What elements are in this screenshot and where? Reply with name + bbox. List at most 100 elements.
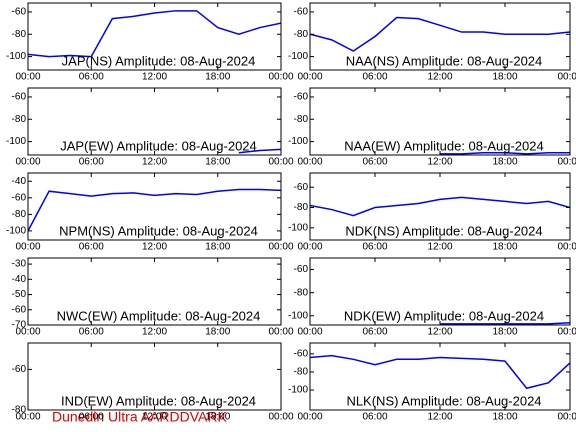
y-tick-label: -80 xyxy=(294,202,309,213)
x-tick-label: 18:00 xyxy=(205,157,230,168)
x-tick-label: 00:00 xyxy=(297,72,322,83)
x-tick-label: 12:00 xyxy=(142,72,167,83)
panel-title: NAA(NS) Amplitude: 08-Aug-2024 xyxy=(346,53,543,68)
plot xyxy=(28,188,281,232)
plot xyxy=(238,148,281,154)
x-tick-label: 00:00 xyxy=(15,242,40,253)
panel-title: NWC(EW) Amplitude: 08-Aug-2024 xyxy=(57,308,261,323)
x-tick-label: 00:00 xyxy=(268,157,293,168)
x-tick-label: 12:00 xyxy=(427,412,452,423)
x-tick-label: 18:00 xyxy=(205,242,230,253)
x-tick-label: 18:00 xyxy=(492,72,517,83)
x-tick-label: 18:00 xyxy=(205,327,230,338)
x-tick-label: 12:00 xyxy=(142,412,167,423)
y-tick-label: -80 xyxy=(12,405,27,416)
y-tick-label: -80 xyxy=(12,209,27,220)
x-tick-label: 00:00 xyxy=(557,412,576,423)
x-tick-label: 00:00 xyxy=(15,412,40,423)
y-tick-label: -60 xyxy=(294,92,309,103)
y-tick-label: -100 xyxy=(6,136,26,147)
x-tick-label: 00:00 xyxy=(268,327,293,338)
y-tick-label: -100 xyxy=(288,310,308,321)
y-tick-label: -60 xyxy=(294,7,309,18)
x-tick-label: 00:00 xyxy=(15,72,40,83)
y-tick-label: -40 xyxy=(12,274,27,285)
x-tick-label: 00:00 xyxy=(297,327,322,338)
x-tick-label: 18:00 xyxy=(492,157,517,168)
y-tick-label: -100 xyxy=(6,226,26,237)
y-tick-label: -100 xyxy=(6,51,26,62)
x-tick-label: 00:00 xyxy=(268,242,293,253)
y-tick-label: -80 xyxy=(294,114,309,125)
panel-title: NPM(NS) Amplitude: 08-Aug-2024 xyxy=(59,223,258,238)
x-tick-label: 00:00 xyxy=(297,412,322,423)
x-tick-label: 12:00 xyxy=(427,72,452,83)
x-tick-label: 00:00 xyxy=(15,327,40,338)
plot xyxy=(310,16,570,52)
x-tick-label: 00:00 xyxy=(557,72,576,83)
x-tick-label: 18:00 xyxy=(205,412,230,423)
y-tick-label: -100 xyxy=(288,51,308,62)
data-line xyxy=(28,188,281,232)
x-tick-label: 18:00 xyxy=(492,412,517,423)
x-tick-label: 06:00 xyxy=(79,72,104,83)
panel-title: JAP(EW) Amplitude: 08-Aug-2024 xyxy=(60,138,257,153)
y-tick-label: -100 xyxy=(288,385,308,396)
y-tick-label: -60 xyxy=(294,264,309,275)
x-tick-label: 00:00 xyxy=(268,412,293,423)
plot xyxy=(310,354,570,390)
plot xyxy=(28,10,281,58)
y-tick-label: -30 xyxy=(12,259,27,270)
x-tick-label: 06:00 xyxy=(362,72,387,83)
plot xyxy=(310,196,570,217)
y-tick-label: -60 xyxy=(294,182,309,193)
x-tick-label: 18:00 xyxy=(205,72,230,83)
x-tick-label: 06:00 xyxy=(79,157,104,168)
data-line xyxy=(310,16,570,52)
x-tick-label: 18:00 xyxy=(492,327,517,338)
data-line xyxy=(310,354,570,390)
x-tick-label: 00:00 xyxy=(557,242,576,253)
footer: Dunedin Ultra AARDDVARK xyxy=(52,409,227,425)
x-tick-label: 06:00 xyxy=(362,242,387,253)
x-tick-label: 12:00 xyxy=(427,242,452,253)
x-tick-label: 12:00 xyxy=(427,327,452,338)
y-tick-label: -60 xyxy=(12,192,27,203)
x-tick-label: 00:00 xyxy=(15,157,40,168)
x-tick-label: 06:00 xyxy=(362,327,387,338)
y-tick-label: -60 xyxy=(12,7,27,18)
y-tick-label: -60 xyxy=(12,364,27,375)
x-tick-label: 06:00 xyxy=(79,327,104,338)
panel-title: JAP(NS) Amplitude: 08-Aug-2024 xyxy=(62,53,256,68)
x-tick-label: 06:00 xyxy=(362,157,387,168)
y-tick-label: -60 xyxy=(294,349,309,360)
x-tick-label: 12:00 xyxy=(142,157,167,168)
x-tick-label: 06:00 xyxy=(79,412,104,423)
data-line xyxy=(310,196,570,217)
y-tick-label: -100 xyxy=(288,136,308,147)
y-tick-label: -80 xyxy=(294,367,309,378)
y-tick-label: -80 xyxy=(12,114,27,125)
panel-title: NAA(EW) Amplitude: 08-Aug-2024 xyxy=(344,138,543,153)
panel-title: NLK(NS) Amplitude: 08-Aug-2024 xyxy=(346,393,541,408)
y-tick-label: -60 xyxy=(12,92,27,103)
x-tick-label: 12:00 xyxy=(427,157,452,168)
panel-title: IND(EW) Amplitude: 08-Aug-2024 xyxy=(61,393,256,408)
y-tick-label: -80 xyxy=(294,287,309,298)
x-tick-label: 00:00 xyxy=(297,242,322,253)
x-tick-label: 00:00 xyxy=(557,327,576,338)
x-tick-label: 06:00 xyxy=(362,412,387,423)
y-tick-label: -40 xyxy=(12,176,27,187)
x-tick-label: 12:00 xyxy=(142,242,167,253)
x-tick-label: 00:00 xyxy=(297,157,322,168)
y-tick-label: -70 xyxy=(12,320,27,331)
y-tick-label: -60 xyxy=(12,304,27,315)
panel-title: NDK(NS) Amplitude: 08-Aug-2024 xyxy=(345,223,542,238)
x-tick-label: 18:00 xyxy=(492,242,517,253)
panel-title: NDK(EW) Amplitude: 08-Aug-2024 xyxy=(344,308,544,323)
y-tick-label: -100 xyxy=(288,222,308,233)
data-line xyxy=(238,148,281,154)
data-line xyxy=(28,10,281,58)
